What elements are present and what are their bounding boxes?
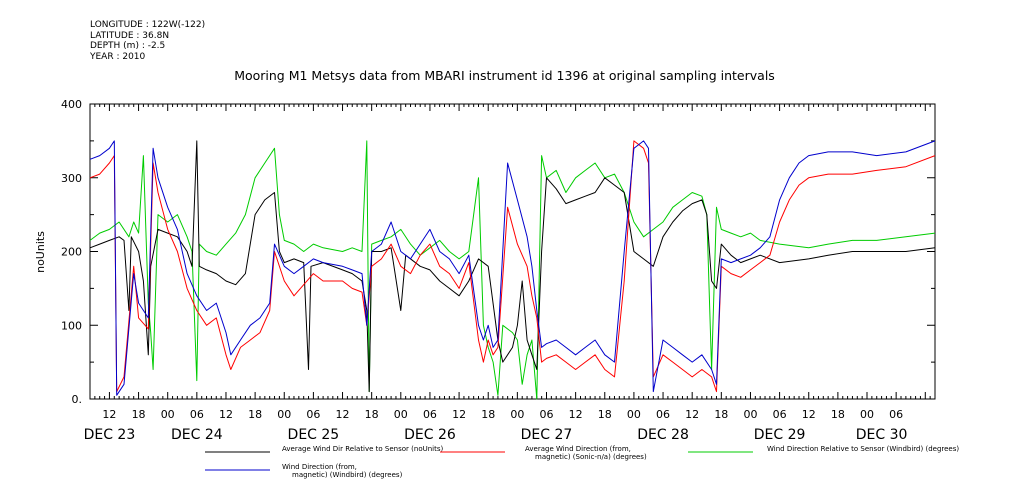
x-tick-label: 00 xyxy=(860,408,874,421)
y-tick-label: 400 xyxy=(61,98,82,111)
x-tick-label: 00 xyxy=(277,408,291,421)
day-label: DEC 30 xyxy=(856,427,908,443)
x-tick-label: 00 xyxy=(161,408,175,421)
series-line xyxy=(89,140,936,393)
x-tick-label: 06 xyxy=(306,408,320,421)
x-tick-label: 06 xyxy=(539,408,553,421)
x-tick-labels: 12 18 00 06 12 18 00 06 12 18 00 06 12 18 00 06 12 18 00 06… xyxy=(102,408,903,421)
legend-label-line: magnetic) (Sonic-n/a) (degrees) xyxy=(535,453,647,461)
x-tick-label: 12 xyxy=(802,408,816,421)
x-tick-label: 06 xyxy=(889,408,903,421)
x-tick-label: 00 xyxy=(743,408,757,421)
year-text: YEAR : 2010 xyxy=(90,51,146,62)
chart-title: Mooring M1 Metsys data from MBARI instru… xyxy=(234,68,775,83)
x-tick-label: 00 xyxy=(394,408,408,421)
plot-frame xyxy=(89,103,936,400)
legend-label: Wind Direction Relative to Sensor (Windb… xyxy=(767,445,959,453)
x-tick-label: 00 xyxy=(627,408,641,421)
x-tick-label: 18 xyxy=(248,408,262,421)
day-labels: DEC 23 DEC 24 DEC 25 DEC 26 DEC 27 DEC 28 DEC … xyxy=(84,427,908,443)
x-tick-label: 06 xyxy=(773,408,787,421)
legend-label-line: Wind Direction Relative to Sensor (Windb… xyxy=(767,445,959,453)
axis-ticks xyxy=(89,103,936,400)
legend-label: Average Wind Dir Relative to Sensor (noU… xyxy=(282,445,443,453)
legend-label: Average Wind Direction (from, magnetic) (… xyxy=(525,445,647,461)
x-tick-label: 18 xyxy=(365,408,379,421)
longitude-text: LONGITUDE : 122W(-122) xyxy=(90,20,206,30)
y-tick-label: 0. xyxy=(72,393,83,406)
x-tick-label: 18 xyxy=(831,408,845,421)
day-label: DEC 28 xyxy=(637,427,689,443)
day-label: DEC 27 xyxy=(521,427,573,443)
legend-label: Wind Direction (from, magnetic) (Windbird… xyxy=(282,463,403,479)
series-line xyxy=(89,140,936,396)
x-tick-label: 12 xyxy=(569,408,583,421)
legend-label-line: Average Wind Direction (from, xyxy=(525,445,631,453)
x-tick-label: 00 xyxy=(510,408,524,421)
day-label: DEC 25 xyxy=(288,427,340,443)
y-tick-labels: 0. 100 200 300 400 xyxy=(61,98,82,406)
y-tick-label: 200 xyxy=(61,246,82,259)
metadata-header: LONGITUDE : 122W(-122) LATITUDE : 36.8N … xyxy=(90,20,205,62)
legend-label-line: magnetic) (Windbird) (degrees) xyxy=(292,471,403,479)
x-tick-label: 12 xyxy=(102,408,116,421)
day-label: DEC 24 xyxy=(171,427,223,443)
legend-label-line: Wind Direction (from, xyxy=(282,463,357,471)
x-tick-label: 18 xyxy=(481,408,495,421)
x-tick-label: 12 xyxy=(452,408,466,421)
x-tick-label: 18 xyxy=(714,408,728,421)
series-line xyxy=(89,140,936,393)
x-tick-label: 06 xyxy=(423,408,437,421)
legend: Average Wind Dir Relative to Sensor (noU… xyxy=(205,445,959,479)
data-series xyxy=(89,140,936,400)
y-tick-label: 100 xyxy=(61,319,82,332)
x-tick-label: 18 xyxy=(598,408,612,421)
y-axis-label: noUnits xyxy=(34,231,47,273)
day-label: DEC 23 xyxy=(84,427,136,443)
x-tick-label: 06 xyxy=(190,408,204,421)
x-tick-label: 18 xyxy=(132,408,146,421)
depth-text: DEPTH (m) : -2.5 xyxy=(90,41,166,51)
legend-label-line: Average Wind Dir Relative to Sensor (noU… xyxy=(282,445,443,453)
series-line xyxy=(89,140,936,400)
x-tick-label: 12 xyxy=(685,408,699,421)
x-tick-label: 12 xyxy=(336,408,350,421)
y-tick-label: 300 xyxy=(61,172,82,185)
latitude-text: LATITUDE : 36.8N xyxy=(90,30,170,41)
day-label: DEC 29 xyxy=(754,427,806,443)
x-tick-label: 06 xyxy=(656,408,670,421)
x-tick-label: 12 xyxy=(219,408,233,421)
day-label: DEC 26 xyxy=(404,427,456,443)
